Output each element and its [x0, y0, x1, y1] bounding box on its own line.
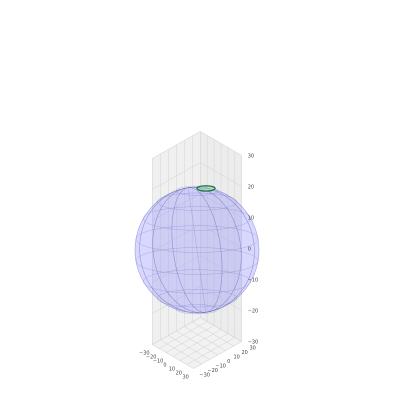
- sphere-meridian: [139, 186, 255, 314]
- z-tick-label: 30: [248, 154, 254, 160]
- z-tick-label: −30: [248, 340, 259, 346]
- sphere-meridian: [171, 187, 223, 313]
- top-circle-curve: [196, 185, 216, 192]
- sphere-meridian: [152, 187, 242, 313]
- grid-line: [200, 131, 242, 156]
- sphere-meridian: [139, 186, 255, 314]
- x-tick-label: −20: [146, 355, 157, 361]
- z-tick-label: 10: [248, 216, 254, 222]
- sphere-parallel: [156, 289, 238, 308]
- sphere-parallel: [156, 192, 238, 211]
- y-tick-label: −30: [199, 373, 210, 379]
- x-tick-label: 20: [176, 371, 182, 377]
- top-circle-inner: [199, 186, 213, 191]
- grid-line: [193, 341, 242, 369]
- x-tick-label: 0: [163, 363, 166, 369]
- grid-line: [200, 162, 242, 187]
- sphere-parallel: [135, 225, 259, 253]
- y-tick-label: 10: [234, 355, 240, 361]
- axis-grid: [152, 131, 242, 369]
- y-tick-label: 0: [227, 359, 230, 365]
- z-tick-label: 20: [248, 185, 254, 191]
- y-tick-label: 20: [242, 350, 248, 356]
- sphere-surface: [134, 185, 260, 315]
- z-tick-label: −10: [248, 278, 259, 284]
- grid-line: [152, 131, 201, 159]
- grid-line: [152, 162, 201, 190]
- sphere-meridian: [171, 187, 223, 313]
- sphere-parallel: [135, 247, 259, 275]
- top-circle-curve-path: [196, 185, 216, 192]
- grid-line: [200, 317, 242, 342]
- x-tick-label: −10: [153, 359, 164, 365]
- grid-line: [192, 321, 234, 347]
- x-tick-label: 10: [169, 367, 175, 373]
- x-tick-label: 30: [183, 375, 189, 381]
- y-tick-label: −10: [215, 364, 226, 370]
- y-tick-label: 30: [250, 346, 256, 352]
- sphere-parallel: [143, 269, 251, 294]
- y-tick-label: −20: [207, 368, 218, 374]
- sphere-parallel: [175, 185, 219, 196]
- x-tick-label: −30: [139, 351, 150, 357]
- z-tick-label: −20: [248, 309, 259, 315]
- sphere-parallel: [143, 206, 251, 231]
- z-tick-label: 0: [248, 247, 251, 253]
- sphere-meridian: [152, 187, 242, 313]
- sphere-parallel: [175, 304, 219, 315]
